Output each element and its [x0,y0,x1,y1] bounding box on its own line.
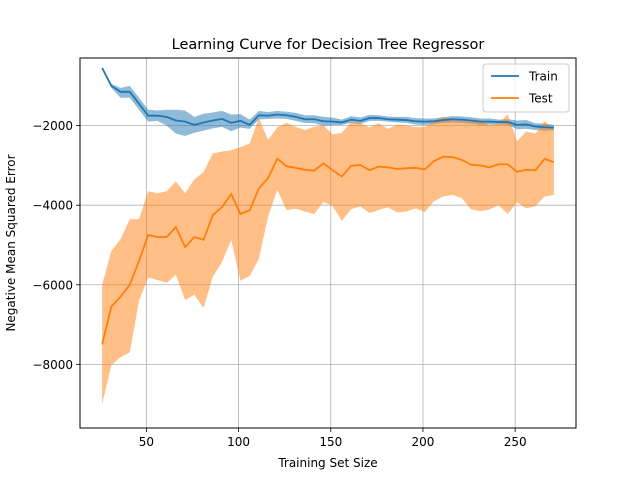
x-tick-label: 50 [139,435,154,449]
x-axis-ticks: 50 100 150 200 250 [139,428,527,449]
confidence-bands [102,67,554,405]
train-series-line [101,67,554,129]
y-tick-label: −8000 [32,358,73,372]
x-tick-label: 250 [504,435,527,449]
series-lines [101,67,555,345]
y-tick-label: −6000 [32,278,73,292]
test-std-band [102,114,554,405]
y-tick-label: −4000 [32,199,73,213]
chart-title: Learning Curve for Decision Tree Regress… [172,37,485,53]
plot-frame [79,57,577,429]
legend-label-train: Train [528,70,558,84]
y-tick-label: −2000 [32,119,73,133]
x-tick-label: 150 [319,435,342,449]
test-series-line [101,155,555,345]
legend: Train Test [482,63,570,113]
y-axis-ticks: −8000 −6000 −4000 −2000 [32,119,80,372]
legend-label-test: Test [528,92,553,106]
x-tick-label: 100 [227,435,250,449]
x-axis-label: Training Set Size [277,456,377,470]
x-tick-label: 200 [412,435,435,449]
y-axis-label: Negative Mean Squared Error [4,154,18,331]
